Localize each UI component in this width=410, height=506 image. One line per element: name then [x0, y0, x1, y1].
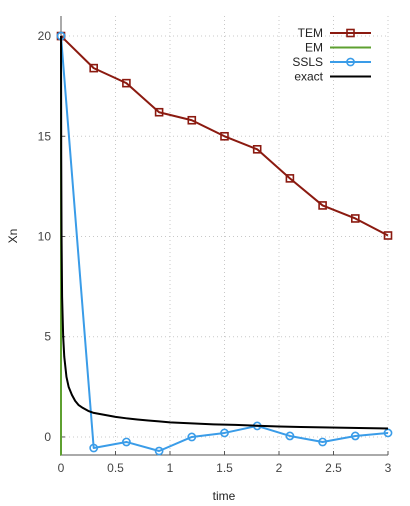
- data-point: [187, 432, 197, 442]
- series-line-exact: [60, 36, 389, 430]
- series-line-tem: [60, 35, 389, 237]
- legend-label-exact: exact: [294, 70, 323, 84]
- data-point: [89, 443, 99, 453]
- data-point: [122, 78, 131, 88]
- y-tick-label: 10: [38, 230, 52, 244]
- data-point: [318, 437, 327, 447]
- data-point: [350, 214, 360, 223]
- data-point: [285, 174, 295, 183]
- x-tick-label: 3: [385, 461, 392, 475]
- data-point: [252, 145, 262, 154]
- data-point: [89, 63, 98, 73]
- legend-marker-ssls: [346, 57, 355, 67]
- x-tick-label: 1.5: [216, 461, 233, 475]
- legend-label-tem: TEM: [298, 26, 323, 40]
- data-point: [318, 201, 327, 210]
- series-layer: [56, 31, 393, 456]
- data-point: [383, 428, 393, 438]
- data-point: [350, 431, 360, 441]
- series-line-ssls: [60, 35, 389, 452]
- y-axis-label: Xn: [6, 229, 20, 244]
- x-tick-label: 0: [58, 461, 65, 475]
- y-tick-label: 0: [44, 430, 51, 444]
- x-tick-label: 0.5: [107, 461, 124, 475]
- x-tick-label: 1: [167, 461, 174, 475]
- x-axis-label: time: [213, 489, 236, 503]
- series-ssls: [56, 31, 393, 456]
- y-tick-label: 15: [38, 129, 52, 143]
- legend-label-em: EM: [305, 41, 323, 55]
- data-point: [383, 231, 393, 240]
- tick-labels: 0 0.5 1 1.5 2 2.5 3 0 5 10 15 20: [38, 29, 392, 475]
- axes: [60, 16, 389, 456]
- data-point: [187, 115, 197, 125]
- x-tick-label: 2: [276, 461, 283, 475]
- data-point: [154, 107, 164, 117]
- data-point: [122, 437, 131, 447]
- x-tick-label: 2.5: [325, 461, 342, 475]
- data-point: [220, 131, 229, 141]
- series-exact: [60, 36, 389, 430]
- data-point: [285, 431, 295, 441]
- data-point: [220, 428, 229, 438]
- y-tick-label: 5: [44, 330, 51, 344]
- legend-marker-tem: [346, 28, 355, 38]
- y-tick-label: 20: [38, 29, 52, 43]
- grid: [60, 16, 389, 455]
- data-point: [154, 446, 164, 456]
- legend-label-ssls: SSLS: [292, 55, 323, 69]
